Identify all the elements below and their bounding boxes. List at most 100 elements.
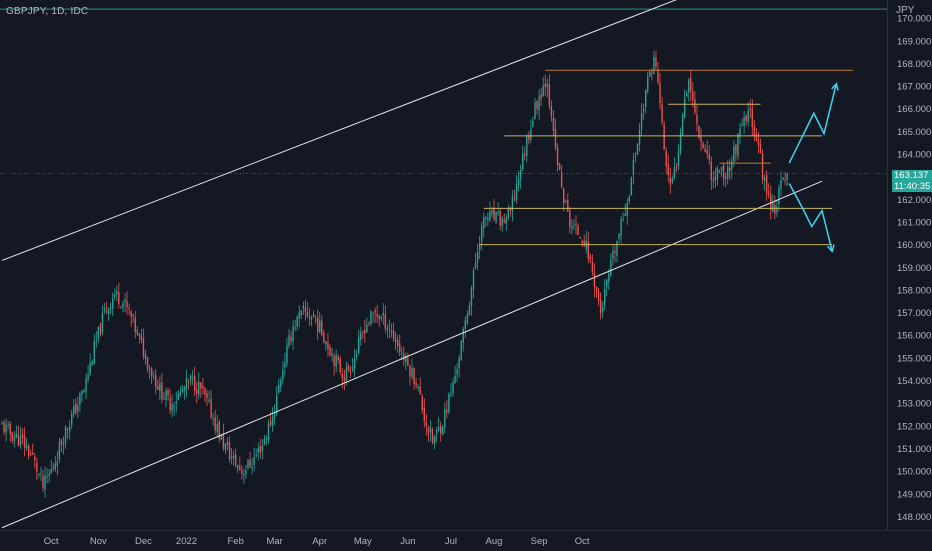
candle-body	[694, 99, 696, 113]
candle-body	[538, 96, 540, 111]
candle-body	[454, 375, 456, 384]
candle-body	[501, 217, 503, 226]
candle-body	[136, 330, 138, 334]
candle-body	[128, 307, 130, 309]
drawing-overlays[interactable]	[1, 0, 853, 529]
candle-body	[505, 217, 507, 224]
candle-body	[144, 354, 147, 360]
candle-body	[450, 393, 452, 395]
candle-body	[169, 397, 171, 410]
candle-body	[126, 301, 128, 308]
price-axis[interactable]	[887, 0, 932, 530]
candle-body	[722, 164, 725, 179]
candle-body	[23, 435, 26, 448]
candle-body	[122, 303, 124, 308]
candle-body	[300, 310, 302, 315]
candle-body	[68, 426, 71, 432]
candle-body	[347, 365, 350, 370]
candle-body	[150, 368, 153, 377]
candle-body	[507, 207, 510, 219]
candle-body	[198, 382, 200, 395]
candle-body	[218, 421, 220, 439]
candle-body	[407, 358, 409, 366]
projection-arrow-down-head	[826, 244, 835, 253]
candle-body	[677, 150, 680, 167]
candle-body	[91, 362, 93, 366]
candle-body	[101, 313, 104, 333]
candle-body	[665, 150, 667, 166]
candle-body	[85, 378, 87, 392]
candle-body	[118, 292, 120, 305]
candle-body	[532, 120, 534, 127]
candle-body	[319, 320, 321, 333]
candle-body	[308, 317, 311, 319]
candle-body	[294, 327, 296, 329]
candle-body	[138, 333, 141, 336]
candle-body	[19, 435, 22, 446]
candle-body	[708, 154, 710, 160]
candle-body	[255, 454, 257, 456]
candle-body	[558, 163, 561, 170]
candle-body	[415, 382, 417, 386]
candle-body	[464, 320, 466, 329]
candle-body	[616, 240, 618, 256]
candle-body	[36, 462, 38, 472]
candle-body	[679, 133, 682, 152]
candle-body	[146, 356, 149, 370]
candle-body	[333, 356, 335, 366]
candle-body	[741, 124, 743, 127]
candle-body	[493, 208, 495, 220]
candle-body	[478, 242, 481, 251]
candle-body	[657, 69, 659, 83]
candle-body	[353, 358, 356, 369]
candle-body	[667, 163, 669, 176]
candle-body	[292, 326, 294, 342]
projection-arrow-up-head	[831, 82, 839, 91]
candle-body	[704, 148, 706, 152]
candle-body	[774, 204, 776, 214]
time-axis[interactable]	[0, 530, 932, 551]
candle-body	[235, 454, 237, 466]
candle-body	[364, 329, 366, 334]
candle-body	[601, 307, 604, 313]
candle-body	[358, 337, 360, 354]
candle-body	[413, 367, 415, 385]
candle-body	[237, 465, 239, 468]
candle-body	[310, 316, 313, 320]
candle-body	[653, 56, 655, 75]
candle-body	[560, 171, 563, 187]
candle-body	[542, 85, 544, 97]
candle-body	[173, 405, 175, 407]
candle-body	[278, 385, 280, 393]
candle-body	[171, 404, 173, 412]
candle-body	[196, 389, 198, 394]
projection-arrow-down	[788, 183, 833, 252]
channel-lower-line	[1, 180, 823, 529]
candle-body	[327, 342, 329, 349]
candle-body	[497, 212, 499, 214]
candle-body	[417, 386, 419, 389]
candle-body	[634, 156, 637, 158]
candle-body	[581, 241, 583, 244]
candle-body	[573, 224, 575, 226]
candle-body	[312, 314, 315, 317]
candle-body	[185, 378, 188, 390]
symbol-title[interactable]: GBPJPY, 1D, IDC	[6, 6, 89, 17]
candle-body	[628, 196, 630, 202]
candle-body	[290, 336, 292, 342]
candle-body	[655, 57, 657, 67]
candle-body	[1, 423, 3, 425]
candle-body	[604, 288, 606, 306]
candle-body	[50, 469, 52, 474]
candle-body	[526, 136, 528, 156]
candle-body	[423, 407, 425, 422]
candle-body	[636, 143, 639, 155]
candle-body	[249, 459, 251, 467]
candle-body	[733, 146, 735, 162]
candle-body	[15, 433, 18, 438]
candle-body	[765, 174, 768, 194]
candle-body	[618, 233, 620, 239]
candle-body	[177, 393, 179, 400]
candle-body	[546, 83, 548, 88]
